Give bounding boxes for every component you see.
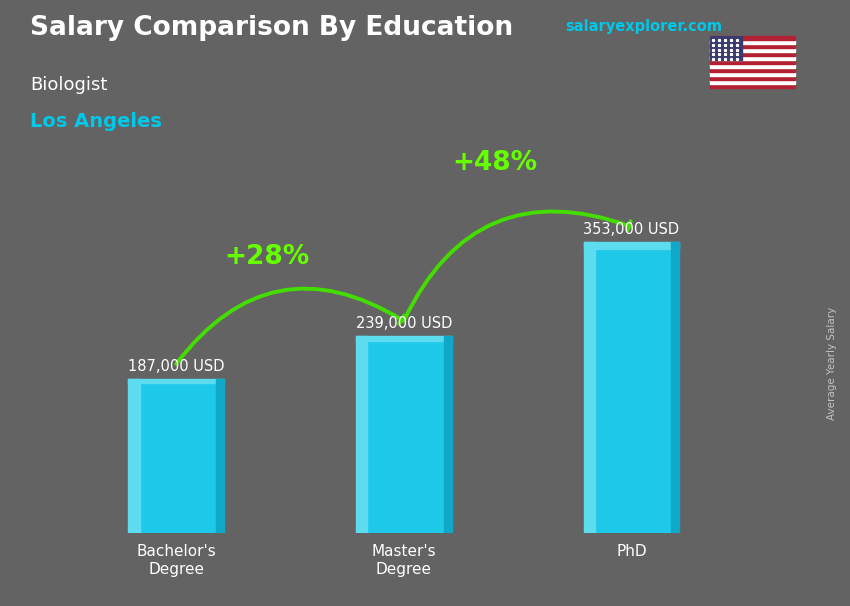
- Bar: [710, 84, 795, 88]
- Bar: [710, 56, 795, 60]
- Text: Biologist: Biologist: [30, 76, 107, 94]
- Bar: [584, 242, 679, 249]
- Text: 187,000 USD: 187,000 USD: [128, 359, 224, 374]
- Bar: [444, 336, 451, 533]
- Text: Salary Comparison By Education: Salary Comparison By Education: [30, 15, 513, 41]
- Bar: [710, 76, 795, 80]
- Bar: [672, 242, 679, 533]
- Text: 239,000 USD: 239,000 USD: [355, 316, 452, 331]
- Bar: [128, 379, 140, 533]
- Bar: [710, 52, 795, 56]
- Text: 353,000 USD: 353,000 USD: [583, 222, 679, 236]
- Bar: [356, 336, 367, 533]
- Bar: [710, 80, 795, 84]
- Bar: [584, 242, 595, 533]
- Text: +48%: +48%: [452, 150, 537, 176]
- Bar: [128, 379, 224, 533]
- Text: Average Yearly Salary: Average Yearly Salary: [827, 307, 837, 420]
- Bar: [216, 379, 224, 533]
- Bar: [128, 379, 224, 382]
- Text: +28%: +28%: [224, 244, 310, 270]
- Bar: [710, 36, 742, 60]
- Text: Los Angeles: Los Angeles: [30, 112, 162, 131]
- Text: salaryexplorer.com: salaryexplorer.com: [565, 19, 722, 35]
- Bar: [710, 48, 795, 52]
- Bar: [710, 41, 795, 44]
- Bar: [584, 242, 679, 533]
- Bar: [710, 68, 795, 72]
- Bar: [356, 336, 451, 341]
- Bar: [356, 336, 451, 533]
- Bar: [710, 72, 795, 76]
- Bar: [710, 36, 795, 41]
- Bar: [710, 44, 795, 48]
- Bar: [710, 64, 795, 68]
- Bar: [710, 60, 795, 64]
